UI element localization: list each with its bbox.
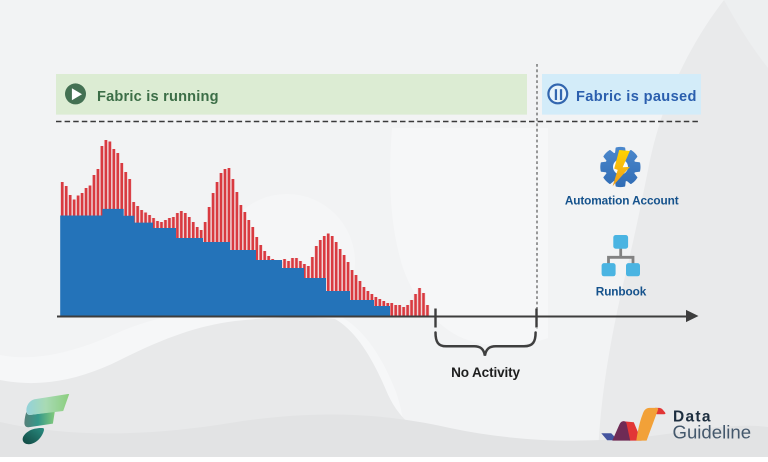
svg-text:Guideline: Guideline — [673, 422, 752, 443]
svg-text:Runbook: Runbook — [596, 285, 647, 299]
svg-text:No Activity: No Activity — [451, 365, 520, 380]
svg-text:Data: Data — [673, 408, 712, 425]
svg-text:Fabric is running: Fabric is running — [97, 89, 219, 105]
svg-text:Automation Account: Automation Account — [565, 194, 679, 208]
svg-text:Fabric is paused: Fabric is paused — [576, 89, 697, 105]
